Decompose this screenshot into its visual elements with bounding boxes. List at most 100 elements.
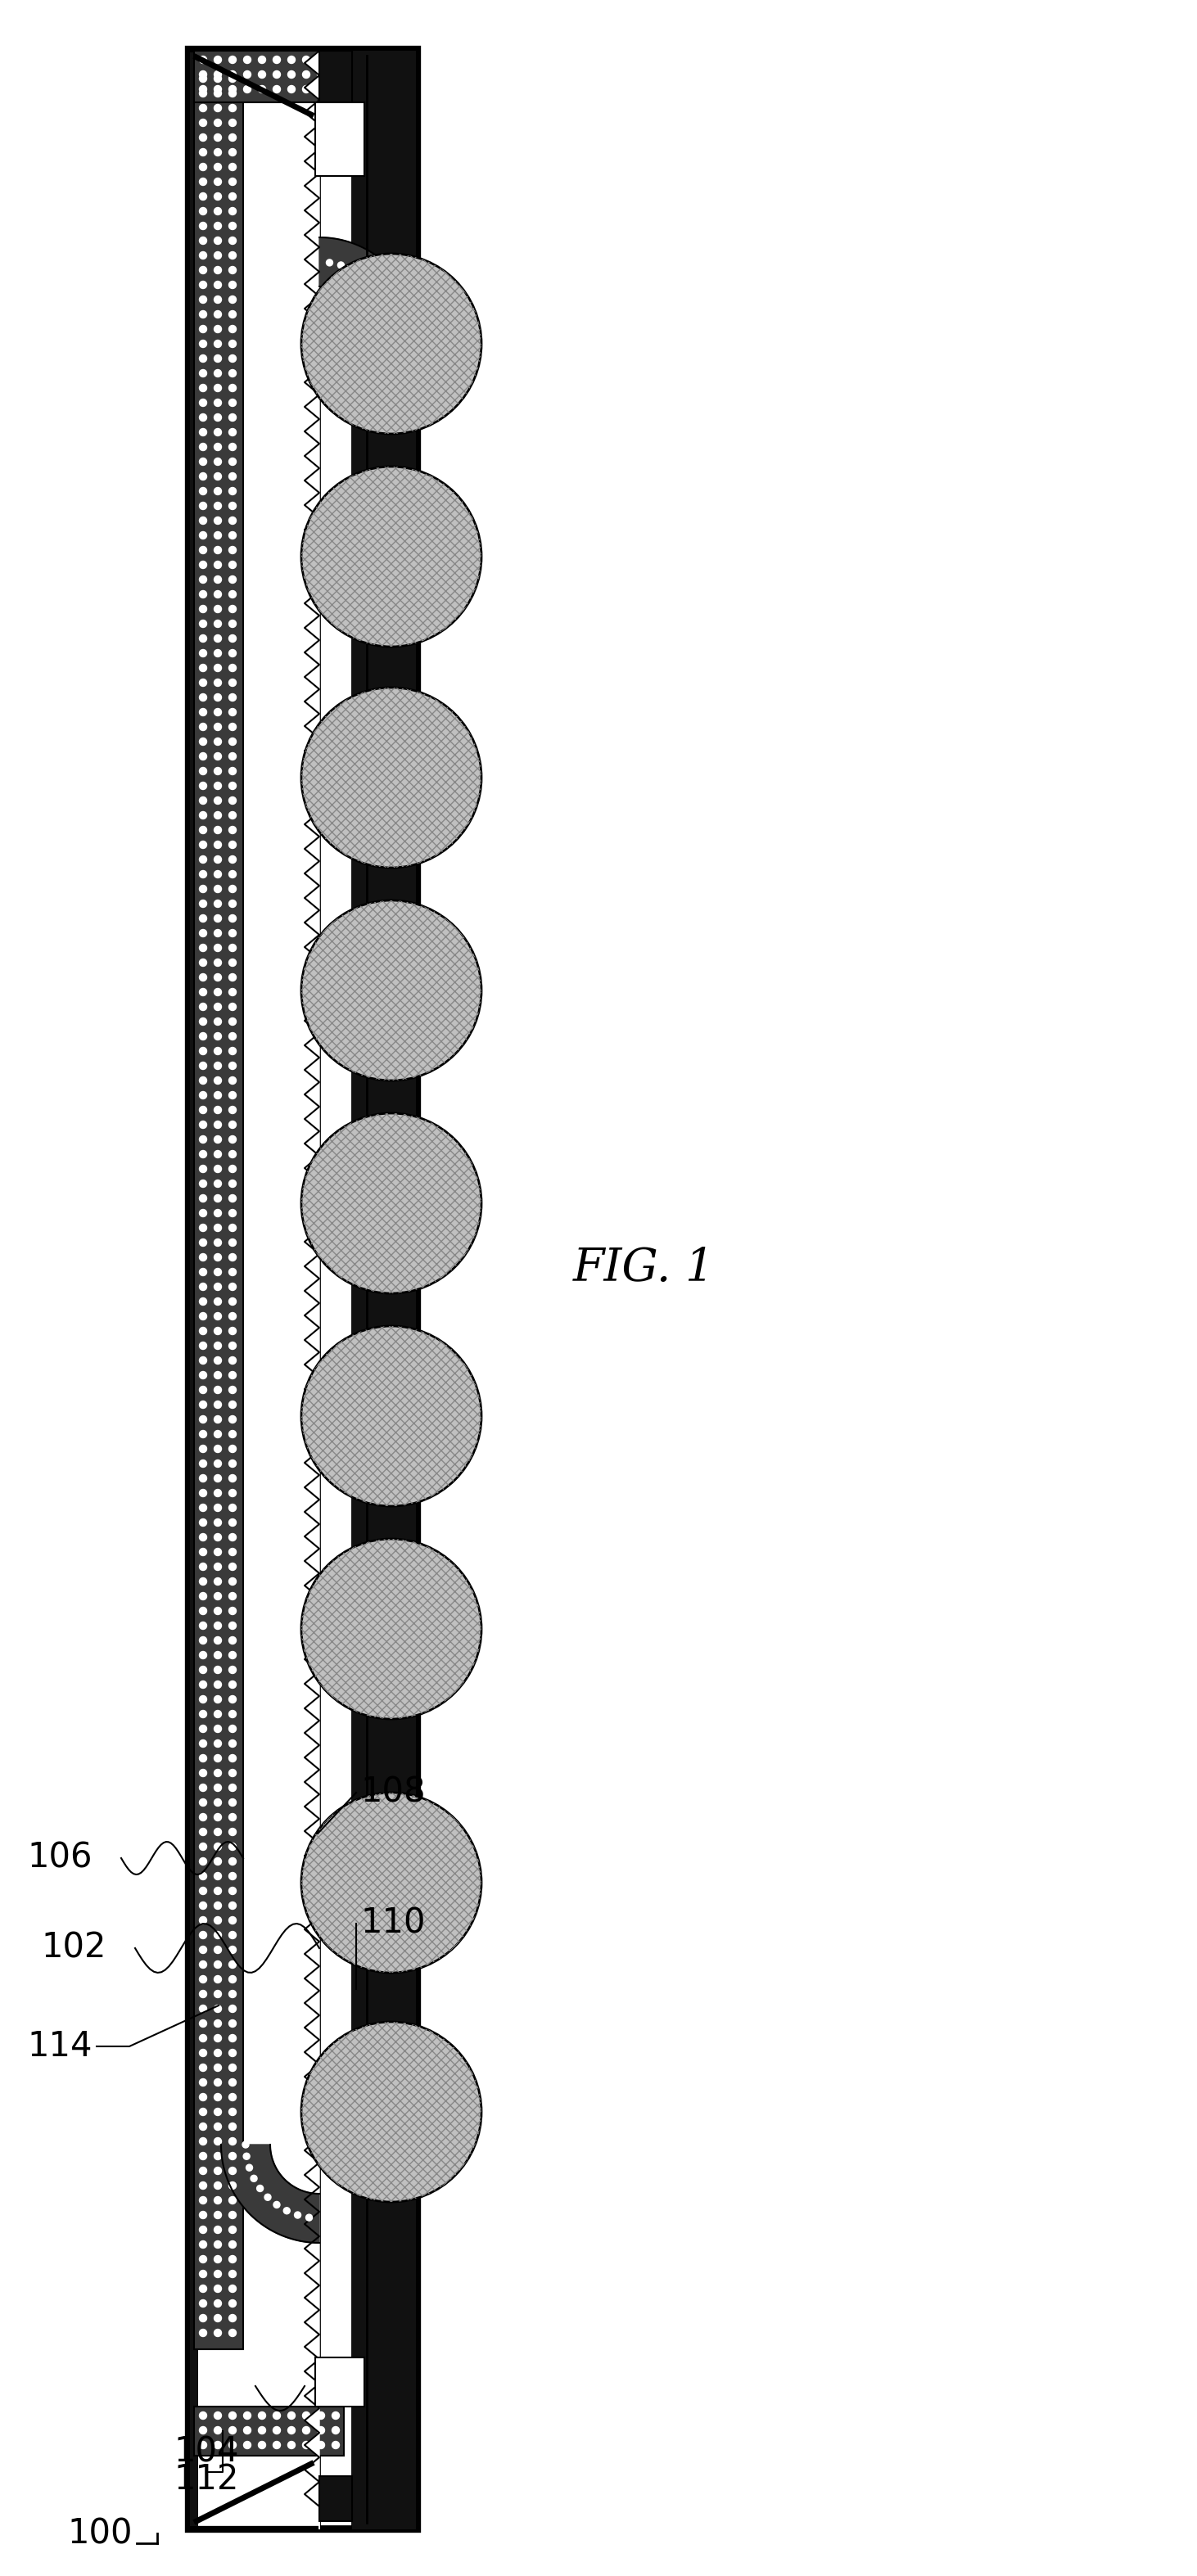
Circle shape (243, 2411, 251, 2419)
Circle shape (214, 2094, 221, 2102)
Circle shape (214, 2427, 221, 2434)
Circle shape (214, 1564, 221, 1571)
Circle shape (229, 428, 236, 435)
Circle shape (200, 634, 207, 641)
Circle shape (214, 1342, 221, 1350)
Circle shape (229, 1623, 236, 1631)
Circle shape (214, 1121, 221, 1128)
Circle shape (200, 2107, 207, 2115)
Circle shape (200, 1327, 207, 1334)
Circle shape (214, 1932, 221, 1940)
Circle shape (200, 1164, 207, 1172)
Circle shape (200, 945, 207, 951)
Circle shape (302, 1538, 481, 1718)
Circle shape (214, 2004, 221, 2012)
Circle shape (214, 1814, 221, 1821)
Circle shape (229, 2210, 236, 2218)
Circle shape (214, 415, 221, 420)
Circle shape (229, 974, 236, 981)
Bar (315, 762, 360, 793)
Circle shape (229, 75, 236, 82)
Circle shape (200, 855, 207, 863)
Circle shape (200, 75, 207, 82)
Circle shape (200, 1901, 207, 1909)
Circle shape (200, 1018, 207, 1025)
Circle shape (200, 118, 207, 126)
Circle shape (214, 1991, 221, 1999)
Circle shape (229, 842, 236, 848)
Circle shape (229, 2063, 236, 2071)
Circle shape (200, 1267, 207, 1275)
Bar (352, 551, 413, 574)
Circle shape (200, 1208, 207, 1216)
Circle shape (229, 1592, 236, 1600)
Circle shape (214, 1077, 221, 1084)
Circle shape (200, 1592, 207, 1600)
Circle shape (214, 1682, 221, 1687)
Circle shape (302, 1793, 481, 1973)
Circle shape (200, 989, 207, 997)
Circle shape (214, 796, 221, 804)
Circle shape (229, 693, 236, 701)
Circle shape (229, 724, 236, 732)
Circle shape (200, 2442, 207, 2450)
Bar (315, 1613, 360, 1646)
Circle shape (229, 1445, 236, 1453)
Bar (194, 70, 243, 2349)
Bar (352, 2097, 366, 2128)
Circle shape (200, 2094, 207, 2102)
Circle shape (229, 871, 236, 878)
Circle shape (200, 1504, 207, 1512)
Circle shape (200, 428, 207, 435)
Circle shape (229, 2094, 236, 2102)
Circle shape (200, 737, 207, 744)
Text: 110: 110 (360, 1906, 425, 1940)
Circle shape (200, 474, 207, 479)
Circle shape (229, 1636, 236, 1643)
Circle shape (332, 2427, 340, 2434)
Circle shape (229, 1136, 236, 1144)
Circle shape (229, 1401, 236, 1409)
Circle shape (214, 1314, 221, 1319)
Circle shape (214, 2182, 221, 2190)
Circle shape (348, 265, 356, 273)
Polygon shape (320, 237, 418, 335)
Polygon shape (304, 52, 320, 2530)
Circle shape (214, 1945, 221, 1953)
Circle shape (200, 1785, 207, 1790)
Circle shape (229, 2411, 236, 2419)
Circle shape (229, 459, 236, 466)
Circle shape (214, 1533, 221, 1540)
Circle shape (200, 384, 207, 392)
Circle shape (200, 562, 207, 569)
Circle shape (214, 531, 221, 538)
Circle shape (229, 70, 236, 77)
Circle shape (200, 2035, 207, 2043)
Circle shape (214, 752, 221, 760)
Circle shape (229, 1770, 236, 1777)
Circle shape (200, 368, 207, 376)
Circle shape (229, 252, 236, 260)
Circle shape (200, 1991, 207, 1999)
Circle shape (229, 634, 236, 641)
Circle shape (214, 1048, 221, 1054)
Circle shape (200, 296, 207, 304)
Bar (194, 52, 344, 103)
Circle shape (214, 2166, 221, 2174)
Circle shape (200, 1873, 207, 1880)
Circle shape (200, 178, 207, 185)
Circle shape (302, 688, 481, 868)
Circle shape (229, 1710, 236, 1718)
Circle shape (200, 90, 207, 98)
Circle shape (200, 57, 207, 64)
Circle shape (200, 1180, 207, 1188)
Circle shape (214, 70, 221, 77)
Circle shape (200, 1960, 207, 1968)
Circle shape (214, 296, 221, 304)
Circle shape (200, 1092, 207, 1100)
Circle shape (359, 2087, 378, 2105)
Circle shape (214, 605, 221, 613)
Circle shape (200, 1520, 207, 1525)
Bar (315, 2094, 360, 2128)
Circle shape (214, 1739, 221, 1747)
